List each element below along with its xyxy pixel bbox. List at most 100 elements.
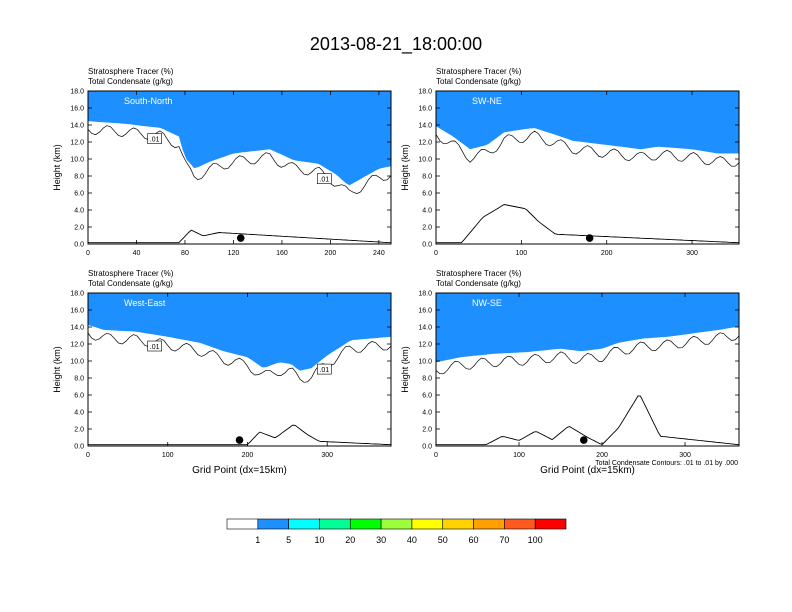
contour-label: .01 [147, 133, 162, 144]
location-marker [235, 436, 244, 444]
contour-footnote: Total Condensate Contours: .01 to .01 by… [595, 460, 738, 467]
x-tick-label: 0 [86, 452, 90, 459]
colorbar-box [319, 518, 351, 530]
x-tick-label: 300 [686, 250, 698, 257]
y-tick-label: 16.0 [70, 106, 84, 113]
tracer-band-1 [88, 91, 391, 186]
panel-label: NW-SE [472, 298, 502, 308]
y-tick-label: 18.0 [418, 89, 432, 96]
contour-label: .01 [317, 173, 332, 184]
y-tick-label: 0.0 [422, 444, 432, 451]
location-marker [585, 234, 594, 242]
y-tick-label: 8.0 [422, 174, 432, 181]
condensate-contour [436, 332, 739, 375]
y-tick-label: 4.0 [74, 410, 84, 417]
y-tick-label: 12.0 [70, 140, 84, 147]
x-tick-label: 200 [325, 250, 337, 257]
y-tick-label: 2.0 [422, 225, 432, 232]
y-axis-label: Height (km) [52, 144, 62, 191]
contour-label: .01 [317, 363, 332, 375]
y-tick-label: 14.0 [418, 123, 432, 130]
location-marker [236, 234, 245, 242]
x-tick-label: 200 [596, 452, 608, 459]
y-tick-label: 16.0 [70, 308, 84, 315]
colorbar-label: 60 [469, 535, 479, 545]
y-tick-label: 10.0 [418, 359, 432, 366]
y-tick-label: 12.0 [418, 342, 432, 349]
y-tick-label: 10.0 [418, 157, 432, 164]
x-tick-label: 200 [601, 250, 613, 257]
y-tick-label: 2.0 [422, 427, 432, 434]
x-tick-label: 80 [181, 250, 189, 257]
panel-title-line: Total Condensate (g/kg) [436, 77, 521, 86]
panel-title-line: Total Condensate (g/kg) [88, 77, 173, 86]
plot-frame [87, 292, 392, 447]
colorbar-box [226, 518, 259, 530]
plot-area: .01 .01 [88, 91, 391, 244]
panels: .01 .01 South-North Stratosphere Tracer (%)… [52, 67, 740, 476]
panel-south-north: .01 .01 South-North Stratosphere Tracer (%)… [52, 67, 392, 257]
plot-area: .01 .01 [88, 293, 391, 446]
x-axis-label: Grid Point (dx=15km) [540, 465, 635, 476]
x-tick-label: 0 [434, 250, 438, 257]
terrain-line [436, 395, 739, 446]
contour-label-text: .01 [150, 137, 160, 144]
y-tick-label: 14.0 [70, 123, 84, 130]
location-marker [579, 436, 588, 444]
panel-title-line: Stratosphere Tracer (%) [436, 269, 522, 278]
y-tick-label: 4.0 [422, 410, 432, 417]
y-tick-label: 4.0 [422, 208, 432, 215]
contour-label: .01 [147, 340, 162, 352]
panel-title-line: Stratosphere Tracer (%) [88, 269, 174, 278]
x-tick-label: 300 [321, 452, 333, 459]
x-tick-label: 40 [133, 250, 141, 257]
colorbar-box [380, 518, 413, 530]
colorbar-label: 40 [407, 535, 417, 545]
colorbar-box [349, 518, 382, 530]
x-tick-label: 160 [276, 250, 288, 257]
y-tick-label: 10.0 [70, 359, 84, 366]
y-tick-label: 6.0 [422, 191, 432, 198]
colorbar-box [473, 518, 505, 530]
panel-label: SW-NE [472, 96, 502, 106]
colorbar-box [257, 518, 289, 530]
plot-frame [435, 90, 740, 245]
y-tick-label: 16.0 [418, 106, 432, 113]
colorbar-label: 100 [528, 535, 543, 545]
y-axis-label: Height (km) [400, 346, 410, 393]
colorbar-box [534, 518, 567, 530]
panel-title-line: Total Condensate (g/kg) [436, 279, 521, 288]
y-tick-label: 2.0 [74, 225, 84, 232]
y-tick-label: 0.0 [74, 242, 84, 249]
figure-title: 2013-08-21_18:00:00 [310, 34, 482, 55]
colorbar-label: 1 [255, 535, 260, 545]
plot-frame [87, 90, 392, 245]
y-tick-label: 8.0 [74, 174, 84, 181]
colorbar: 1 5 10 20 30 40 50 60 70 100 [226, 518, 567, 545]
condensate-contour [88, 125, 391, 194]
condensate-contour [436, 130, 739, 167]
panel-label: South-North [124, 96, 173, 106]
tracer-band-1 [436, 293, 739, 363]
plot-area [436, 293, 739, 446]
contour-label-text: .01 [319, 177, 329, 184]
y-tick-label: 6.0 [74, 191, 84, 198]
colorbar-box [288, 518, 320, 530]
colorbar-box [411, 518, 444, 530]
panel-west-east: .01 .01 West-East Stratosphere Tracer (%)To… [52, 269, 392, 476]
colorbar-box [442, 518, 474, 530]
y-axis-label: Height (km) [400, 144, 410, 191]
y-tick-label: 4.0 [74, 208, 84, 215]
x-tick-label: 240 [373, 250, 385, 257]
y-tick-label: 16.0 [418, 308, 432, 315]
x-tick-label: 120 [228, 250, 240, 257]
x-tick-label: 100 [516, 250, 528, 257]
condensate-contour [88, 332, 391, 383]
colorbar-label: 30 [376, 535, 386, 545]
y-tick-label: 14.0 [70, 325, 84, 332]
y-tick-label: 0.0 [422, 242, 432, 249]
x-tick-label: 100 [162, 452, 174, 459]
terrain-line [88, 229, 391, 244]
y-tick-label: 8.0 [422, 376, 432, 383]
